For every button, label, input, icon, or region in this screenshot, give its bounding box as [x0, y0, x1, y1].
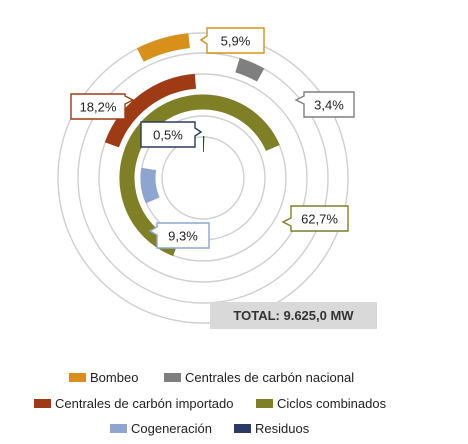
background-ring-3 — [98, 73, 308, 283]
background-rings — [57, 32, 349, 324]
legend-label: Residuos — [255, 421, 310, 437]
callout-box — [199, 27, 265, 54]
legend-swatch-ciclos-combinados — [256, 399, 273, 409]
callout-box — [148, 222, 210, 249]
data-callouts: 5,9% 3,4% 18,2% 62,7% 9,3% 0,5% — [70, 27, 355, 249]
data-label: 3,4% — [314, 98, 344, 113]
legend-row-1: Bombeo Centrales de carbón nacional — [0, 369, 468, 387]
legend-label: Cogeneración — [131, 421, 212, 437]
legend-label: Centrales de carbón importado — [55, 396, 234, 412]
callout-3: 18,2% — [70, 93, 135, 120]
legend-item-cogeneracion: Cogeneración — [110, 420, 212, 438]
legend-item-carbon-importado: Centrales de carbón importado — [34, 395, 234, 413]
legend-label: Centrales de carbón nacional — [185, 370, 355, 386]
data-label: 62,7% — [301, 212, 338, 227]
callout-2: 3,4% — [294, 91, 355, 118]
callout-4: 62,7% — [281, 205, 349, 232]
background-ring-1 — [57, 32, 349, 324]
arc-cogeneración — [140, 167, 160, 204]
legend-item-bombeo: Bombeo — [69, 369, 138, 387]
total-box-bg — [210, 302, 377, 329]
arc-bombeo — [136, 33, 191, 62]
callout-box — [70, 93, 135, 120]
callout-box — [294, 91, 355, 118]
legend-swatch-residuos — [234, 424, 251, 434]
data-label: 5,9% — [221, 34, 251, 49]
callout-box — [281, 205, 349, 232]
legend-swatch-cogeneracion — [110, 424, 127, 434]
legend-item-carbon-nacional: Centrales de carbón nacional — [164, 369, 354, 387]
legend-row-2: Centrales de carbón importado Ciclos com… — [0, 395, 468, 413]
legend-item-residuos: Residuos — [234, 420, 309, 438]
legend-label: Ciclos combinados — [277, 396, 387, 412]
legend-item-ciclos-combinados: Ciclos combinados — [256, 395, 386, 413]
arc-centrales-de-carbón-nacional — [235, 57, 265, 82]
data-label: 0,5% — [153, 128, 183, 143]
callout-1: 5,9% — [199, 27, 265, 54]
legend-swatch-carbon-importado — [34, 399, 51, 409]
data-label: 9,3% — [168, 229, 198, 244]
callout-6: 0,5% — [140, 121, 203, 148]
callout-box — [140, 121, 203, 148]
legend-label: Bombeo — [90, 370, 139, 386]
total-box: TOTAL: 9.625,0 MW — [210, 302, 377, 329]
background-ring-2 — [77, 52, 329, 304]
total-label: TOTAL: 9.625,0 MW — [233, 308, 354, 323]
legend-swatch-carbon-nacional — [164, 373, 181, 383]
legend-swatch-bombeo — [69, 373, 86, 383]
data-label: 18,2% — [80, 100, 117, 115]
callout-5: 9,3% — [148, 222, 210, 249]
arc-centrales-de-carbón-importado — [104, 73, 197, 148]
legend-row-3: Cogeneración Residuos — [0, 420, 468, 438]
